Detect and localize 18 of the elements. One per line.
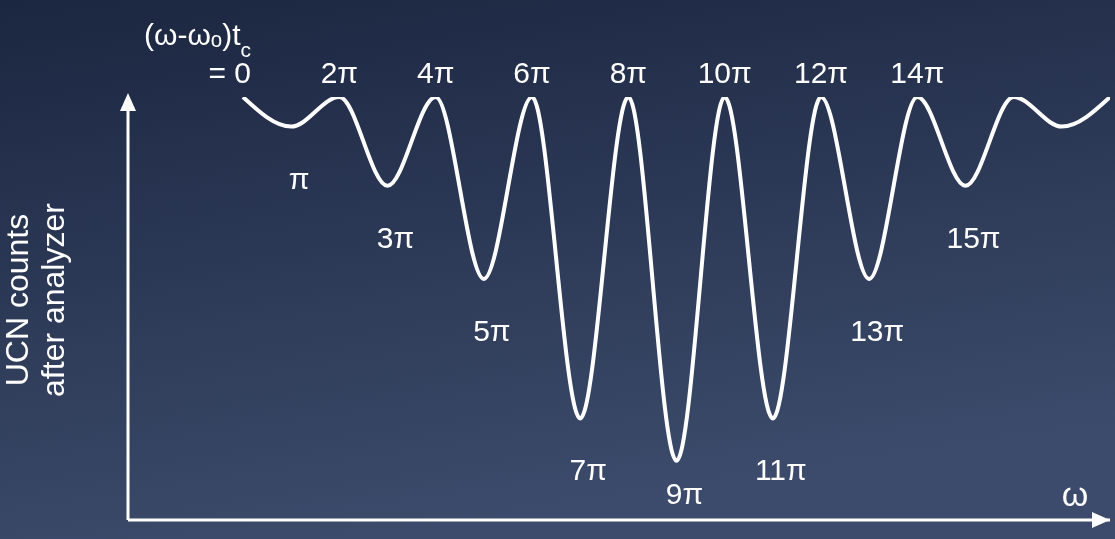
text: 2π [320,56,359,89]
y-axis-title: UCN counts after analyzer [0,202,71,397]
annotation: 11π [754,453,807,487]
x-axis-title: ω [1061,475,1089,513]
annotation: 15π [946,220,1001,254]
annotation: 7π [569,453,607,487]
text: 8π [609,56,648,89]
text: 6π [513,56,551,89]
annotation: 13π [850,313,905,347]
annotation: 5π [473,313,511,347]
text: 4π [416,56,455,89]
annotation: 9π [665,477,704,510]
annotation: π [288,161,310,195]
text: 10π [697,56,752,89]
text: 14π [890,56,945,89]
text: (ω-ωₒ)t$_{c}$ = 0 [144,18,251,89]
text: 12π [793,56,849,89]
annotation: 3π [376,220,415,254]
